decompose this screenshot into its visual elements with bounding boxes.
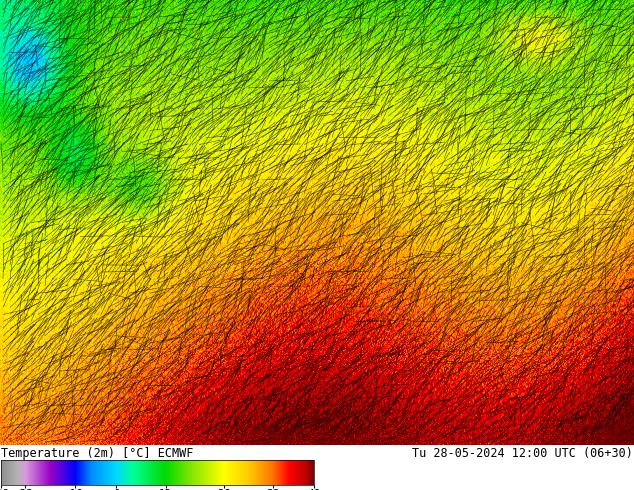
Text: Temperature (2m) [°C] ECMWF: Temperature (2m) [°C] ECMWF <box>1 447 193 461</box>
Text: Tu 28-05-2024 12:00 UTC (06+30): Tu 28-05-2024 12:00 UTC (06+30) <box>412 447 633 461</box>
